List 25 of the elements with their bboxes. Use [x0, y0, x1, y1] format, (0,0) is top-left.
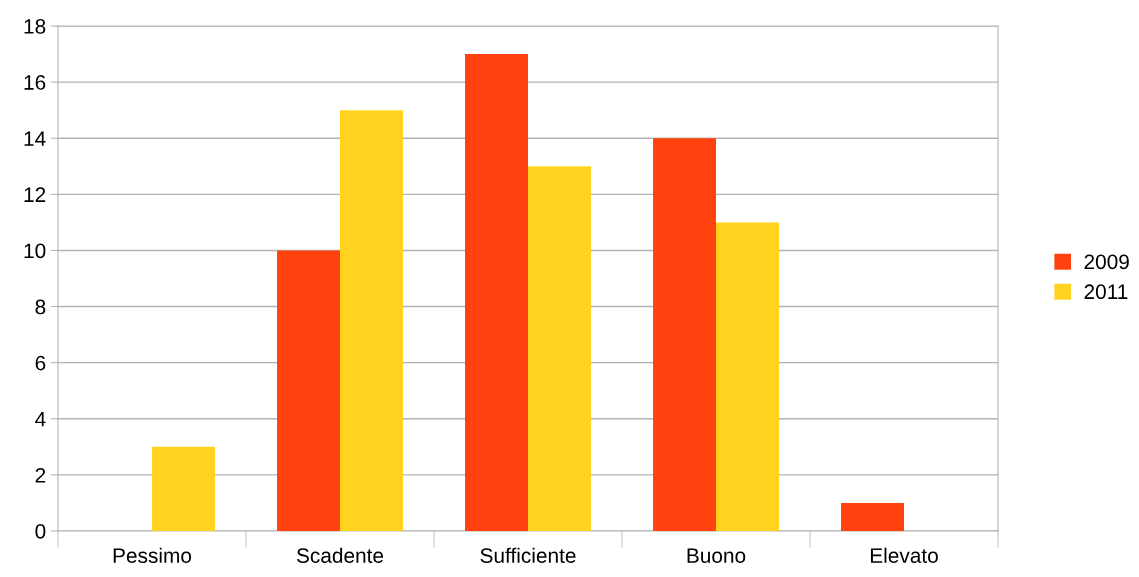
- y-tick-label: 12: [24, 187, 46, 202]
- x-tick-label: Sufficiente: [480, 547, 576, 563]
- legend-label: 2011: [1084, 284, 1128, 300]
- y-tick-label: 18: [24, 19, 46, 34]
- y-tick-label: 14: [24, 131, 46, 146]
- x-tick-label: Elevato: [870, 547, 938, 563]
- bar: [340, 110, 403, 531]
- bar: [716, 222, 779, 531]
- x-tick-label: Pessimo: [113, 547, 192, 563]
- x-tick-label: Scadente: [296, 547, 384, 563]
- legend-label: 2009: [1084, 254, 1129, 270]
- y-tick-label: 0: [35, 524, 46, 539]
- x-tick-label: Buono: [687, 548, 746, 563]
- y-tick-label: 8: [35, 299, 46, 315]
- y-tick-label: 2: [35, 467, 46, 483]
- bar: [277, 250, 340, 531]
- bar: [152, 446, 215, 531]
- y-tick-label: 4: [35, 411, 46, 427]
- bar: [465, 54, 528, 531]
- bar: [528, 166, 591, 531]
- bar: [653, 138, 716, 531]
- y-tick-label: 10: [24, 243, 46, 259]
- y-tick-label: 16: [24, 75, 46, 90]
- y-tick-label: 6: [35, 355, 46, 371]
- bar: [841, 502, 904, 531]
